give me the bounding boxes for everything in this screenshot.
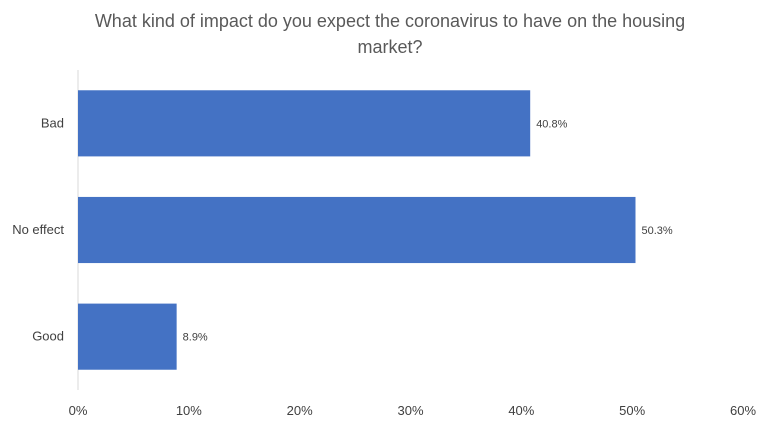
data-label: 50.3% (641, 225, 672, 237)
bar-good (78, 303, 177, 370)
category-label: Bad (41, 115, 64, 130)
data-labels-group: 40.8% 50.3% 8.9% (183, 118, 673, 343)
x-tick-label: 50% (619, 403, 645, 418)
category-labels-group: Bad No effect Good (12, 115, 64, 343)
x-tick-label: 20% (287, 403, 313, 418)
data-label: 40.8% (536, 118, 567, 130)
x-tick-label: 30% (397, 403, 423, 418)
x-tick-label: 0% (69, 403, 88, 418)
x-tick-label: 40% (508, 403, 534, 418)
x-tick-label: 10% (176, 403, 202, 418)
x-tick-labels-group: 0% 10% 20% 30% 40% 50% 60% (69, 403, 757, 418)
bar-bad (78, 90, 531, 157)
category-label: Good (32, 329, 64, 344)
chart-title: What kind of impact do you expect the co… (94, 11, 686, 57)
bars-group (78, 90, 636, 370)
x-tick-label: 60% (730, 403, 756, 418)
category-label: No effect (12, 222, 64, 237)
data-label: 8.9% (183, 332, 208, 344)
bar-no-effect (78, 196, 636, 264)
